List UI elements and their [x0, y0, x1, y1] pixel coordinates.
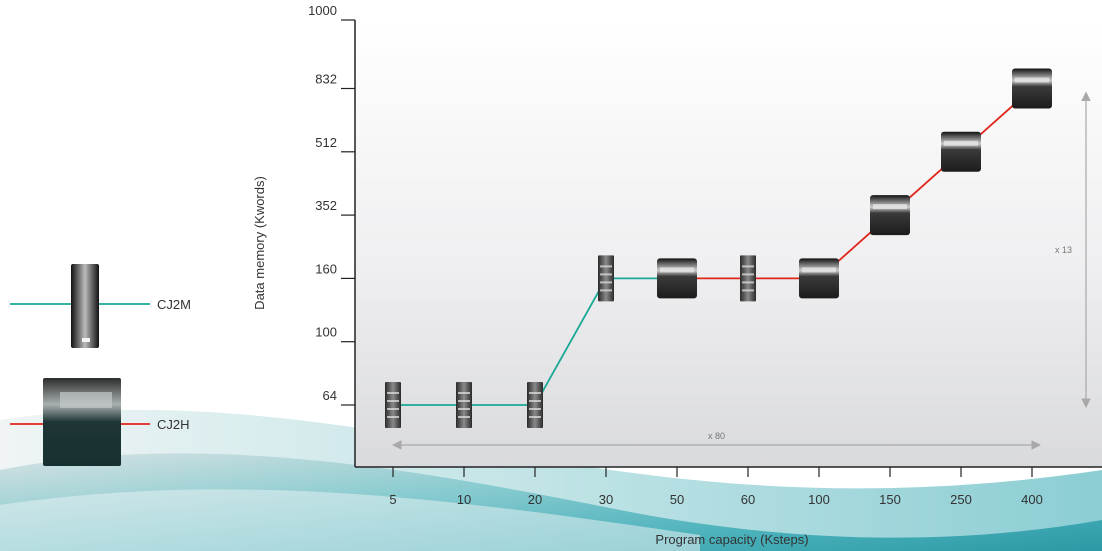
- y-axis-title: Data memory (Kwords): [252, 176, 267, 310]
- y-tick: 352: [315, 198, 355, 216]
- data-point-marker: [385, 382, 401, 428]
- x-axis-title: Program capacity (Ksteps): [655, 532, 808, 547]
- y-tick: 832: [315, 72, 355, 90]
- x-axis-ticks: 5 10 20 30 50 60 100 150 250 400: [389, 467, 1043, 507]
- data-point-marker: [740, 255, 756, 302]
- x-tick: 250: [950, 467, 972, 507]
- legend-label: CJ2M: [157, 297, 191, 312]
- x-tick-label: 30: [599, 492, 613, 507]
- data-point-marker: [799, 258, 839, 299]
- y-tick-label: 100: [315, 325, 337, 340]
- x-tick: 50: [670, 467, 684, 507]
- x-tick: 30: [599, 467, 613, 507]
- data-point-marker: [527, 382, 543, 428]
- y-tick-label: 1000: [308, 3, 337, 18]
- y-tick-label: 832: [315, 72, 337, 87]
- x-tick-label: 150: [879, 492, 901, 507]
- x-tick: 60: [741, 467, 755, 507]
- y-tick: 100: [315, 325, 355, 343]
- x-tick-label: 400: [1021, 492, 1043, 507]
- cj2m-module-icon: [71, 264, 99, 348]
- x-tick-label: 60: [741, 492, 755, 507]
- x-tick-label: 50: [670, 492, 684, 507]
- x-tick-label: 20: [528, 492, 542, 507]
- plot-area: [355, 20, 1102, 467]
- x-tick: 20: [528, 467, 542, 507]
- y-tick-label: 352: [315, 198, 337, 213]
- data-point-marker: [941, 131, 981, 172]
- data-point-marker: [870, 195, 910, 236]
- annotations: x 80 x 13: [392, 91, 1091, 450]
- cj2m-module-led: [82, 338, 90, 342]
- cj2h-module-icon: [43, 378, 121, 466]
- horizontal-ratio-label: x 80: [708, 431, 725, 441]
- legend-label: CJ2H: [157, 417, 190, 432]
- y-tick-label: 160: [315, 261, 337, 276]
- y-tick: 64: [323, 388, 355, 406]
- point-markers: [385, 68, 1052, 428]
- data-point-marker: [1012, 68, 1052, 109]
- background-swoosh: [0, 409, 1102, 551]
- y-tick: 160: [315, 261, 355, 279]
- x-tick: 150: [879, 467, 901, 507]
- x-tick: 100: [808, 467, 830, 507]
- legend-item-cj2m: CJ2M: [10, 264, 191, 348]
- x-tick-label: 250: [950, 492, 972, 507]
- data-point-marker: [657, 258, 697, 299]
- y-tick: 512: [315, 135, 355, 153]
- x-tick: 10: [457, 467, 471, 507]
- vertical-ratio-label: x 13: [1055, 245, 1072, 255]
- cj2h-module-panel: [60, 392, 112, 408]
- x-tick: 400: [1021, 467, 1043, 507]
- legend-item-cj2h: CJ2H: [10, 378, 190, 466]
- x-tick: 5: [389, 467, 397, 507]
- legend: CJ2M CJ2H: [10, 264, 191, 466]
- x-tick-label: 100: [808, 492, 830, 507]
- y-axis-ticks: 64 100 160 352 512 832 1000: [308, 3, 355, 406]
- y-tick-label: 512: [315, 135, 337, 150]
- x-tick-label: 10: [457, 492, 471, 507]
- data-point-marker: [456, 382, 472, 428]
- x-tick-label: 5: [389, 492, 396, 507]
- y-tick: 1000: [308, 3, 355, 21]
- data-point-marker: [598, 255, 614, 302]
- y-tick-label: 64: [323, 388, 337, 403]
